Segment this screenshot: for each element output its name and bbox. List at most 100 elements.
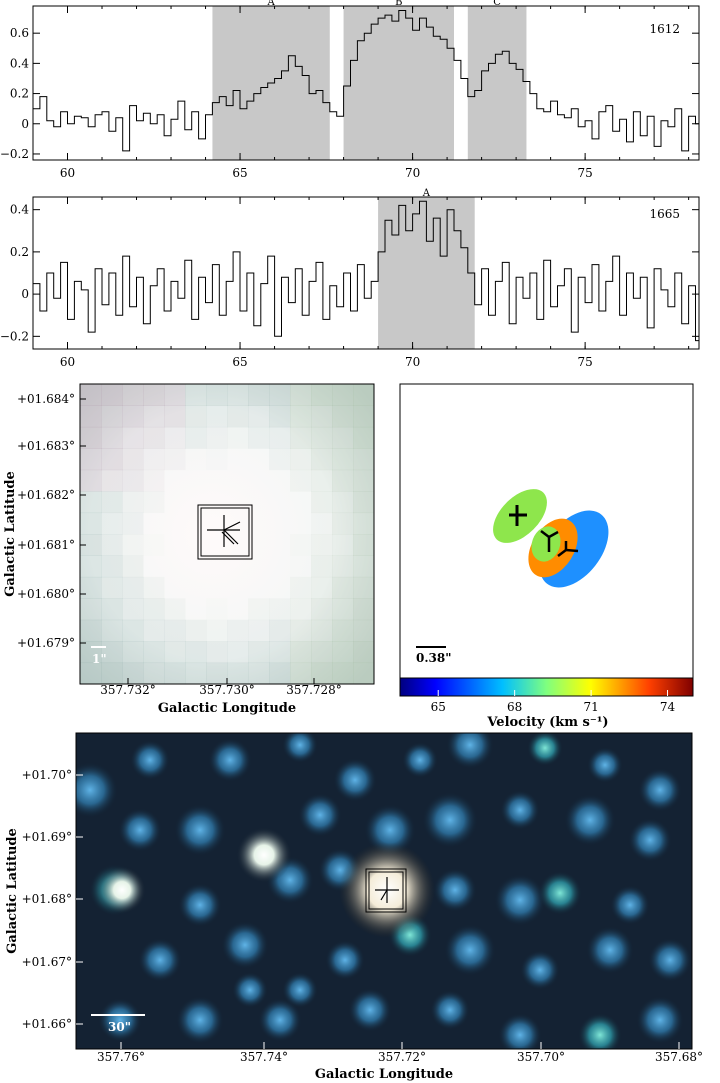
spectrum-panel-1612: A B C 60 65 70 75 −0.2 0 0.2 0.4 0.6 1612	[0, 0, 700, 180]
image-pixel	[122, 491, 144, 514]
image-pixel	[290, 555, 312, 577]
x-axis-label: Galactic Longitude	[315, 1067, 453, 1082]
y-tick-label: +01.69°	[22, 830, 72, 844]
image-pixel	[164, 426, 186, 449]
image-pixel	[143, 469, 165, 492]
image-pixel	[80, 469, 102, 492]
image-pixel	[248, 426, 270, 449]
region-label-a: A	[422, 188, 431, 199]
field-source	[402, 742, 438, 778]
image-pixel	[353, 555, 375, 578]
image-pixel	[206, 598, 228, 620]
field-source	[587, 747, 623, 783]
x-tick-label: 75	[577, 355, 592, 369]
x-tick-label: 70	[405, 355, 420, 369]
image-pixel	[101, 598, 123, 621]
image-pixel	[227, 534, 249, 556]
y-tick-label: 0	[21, 287, 29, 301]
image-pixel	[227, 491, 249, 513]
image-pixel	[290, 619, 312, 642]
image-pixel	[353, 576, 375, 599]
y-tick-label: 0.6	[10, 26, 29, 40]
image-pixel	[227, 598, 249, 620]
field-source	[586, 926, 634, 974]
image-pixel	[101, 662, 123, 685]
image-pixel	[311, 426, 333, 449]
plot-frame	[32, 196, 700, 350]
image-pixel	[332, 662, 354, 685]
image-pixel	[164, 491, 186, 513]
image-pixel	[122, 534, 144, 556]
image-pixel	[101, 491, 123, 514]
field-source	[538, 871, 582, 915]
spectrum-line-1612	[33, 10, 699, 152]
image-pixel	[164, 513, 186, 535]
image-pixel	[269, 491, 291, 513]
field-source	[433, 868, 477, 912]
position-marker	[207, 515, 241, 547]
image-pixel	[185, 448, 207, 470]
image-pixel	[80, 491, 102, 514]
axis-ticks: 357.76° 357.74° 357.72° 357.70° 357.68° +01.7…	[22, 768, 703, 1064]
axis-ticks: 60 65 70 75 −0.2 0 0.2 0.4	[0, 197, 699, 369]
image-pixel	[164, 662, 186, 685]
y-tick-label: +01.681°	[17, 538, 75, 552]
image-pixel	[353, 448, 375, 471]
image-pixel	[122, 641, 144, 664]
colorbar-label: Velocity (km s⁻¹)	[486, 715, 608, 730]
y-tick-label: 0	[21, 117, 29, 131]
image-pixel	[311, 405, 333, 428]
image-pixel	[353, 405, 375, 428]
image-pixel	[143, 513, 165, 535]
y-tick-label: +01.680°	[17, 587, 75, 601]
image-pixel	[101, 641, 123, 664]
image-pixel	[185, 619, 207, 642]
image-pixel	[185, 534, 207, 556]
axis-ticks: 357.732° 357.730° 357.728° +01.684° +01.683°…	[17, 392, 342, 697]
wide-image-panel: 357.76° 357.74° 357.72° 357.70° 357.68° +01.7…	[5, 732, 703, 1082]
field-source	[298, 793, 342, 837]
y-tick-label: +01.683°	[17, 439, 75, 453]
image-pixel	[143, 641, 165, 664]
image-pixel	[164, 384, 186, 406]
colorbar-tick-label: 68	[507, 700, 522, 714]
image-pixel	[185, 384, 207, 406]
image-pixel	[164, 448, 186, 471]
colorbar-tick-label: 74	[660, 700, 676, 714]
image-pixel	[227, 405, 249, 428]
x-axis-label: Galactic Longitude	[158, 701, 296, 716]
region-labels: A	[422, 188, 431, 199]
zoom-image-background	[80, 384, 374, 684]
image-pixel	[248, 619, 270, 642]
image-pixel	[248, 470, 270, 492]
plot-frame	[32, 5, 700, 161]
image-pixel	[206, 426, 228, 449]
image-pixel	[185, 662, 207, 685]
image-pixel	[248, 598, 270, 621]
field-source	[221, 921, 269, 969]
image-pixel	[101, 469, 123, 492]
x-tick-label: 357.728°	[286, 683, 342, 697]
field-source	[430, 990, 470, 1030]
image-pixel	[143, 534, 165, 556]
scale-bar-label: 30"	[108, 1020, 131, 1034]
y-axis-label: Galactic Latitude	[3, 471, 18, 597]
image-pixel	[206, 619, 228, 642]
image-pixel	[164, 577, 186, 599]
image-pixel	[101, 534, 123, 556]
image-pixel	[185, 513, 207, 535]
image-pixel	[101, 555, 123, 578]
y-tick-label: 0.2	[10, 87, 29, 101]
image-pixel	[332, 491, 354, 514]
field-source	[333, 758, 377, 802]
image-pixel	[80, 598, 102, 621]
image-pixel	[311, 598, 333, 621]
image-pixel	[311, 619, 333, 642]
spectrum-line-1665	[33, 200, 699, 342]
image-pixel	[290, 598, 312, 621]
image-pixel	[332, 405, 354, 428]
image-pixel	[227, 662, 249, 685]
image-pixel	[143, 405, 165, 428]
image-pixel	[269, 641, 291, 664]
image-pixel	[143, 491, 165, 514]
